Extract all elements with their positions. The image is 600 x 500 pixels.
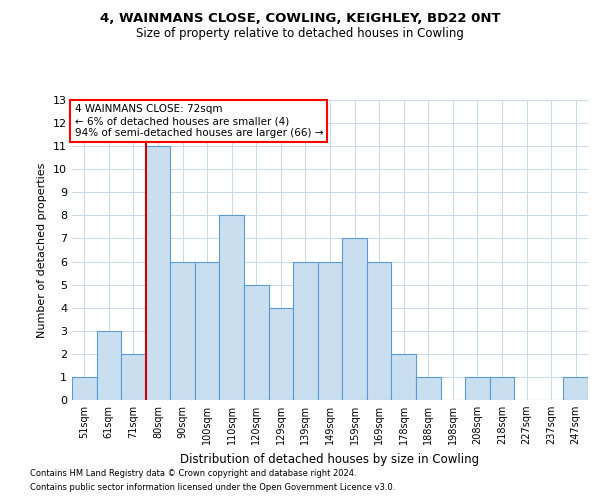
Bar	[318, 262, 342, 400]
Bar	[293, 262, 318, 400]
Text: Contains HM Land Registry data © Crown copyright and database right 2024.: Contains HM Land Registry data © Crown c…	[30, 468, 356, 477]
Bar	[367, 262, 391, 400]
Bar	[465, 377, 490, 400]
Bar	[220, 216, 244, 400]
Bar	[97, 331, 121, 400]
Text: 4 WAINMANS CLOSE: 72sqm
← 6% of detached houses are smaller (4)
94% of semi-deta: 4 WAINMANS CLOSE: 72sqm ← 6% of detached…	[74, 104, 323, 138]
Bar	[195, 262, 220, 400]
Bar	[416, 377, 440, 400]
Bar	[391, 354, 416, 400]
Bar	[563, 377, 588, 400]
Bar	[72, 377, 97, 400]
Bar	[121, 354, 146, 400]
Bar	[490, 377, 514, 400]
Bar	[342, 238, 367, 400]
Text: Size of property relative to detached houses in Cowling: Size of property relative to detached ho…	[136, 28, 464, 40]
Bar	[170, 262, 195, 400]
X-axis label: Distribution of detached houses by size in Cowling: Distribution of detached houses by size …	[181, 452, 479, 466]
Bar	[146, 146, 170, 400]
Text: Contains public sector information licensed under the Open Government Licence v3: Contains public sector information licen…	[30, 484, 395, 492]
Bar	[244, 284, 269, 400]
Bar	[269, 308, 293, 400]
Y-axis label: Number of detached properties: Number of detached properties	[37, 162, 47, 338]
Text: 4, WAINMANS CLOSE, COWLING, KEIGHLEY, BD22 0NT: 4, WAINMANS CLOSE, COWLING, KEIGHLEY, BD…	[100, 12, 500, 26]
